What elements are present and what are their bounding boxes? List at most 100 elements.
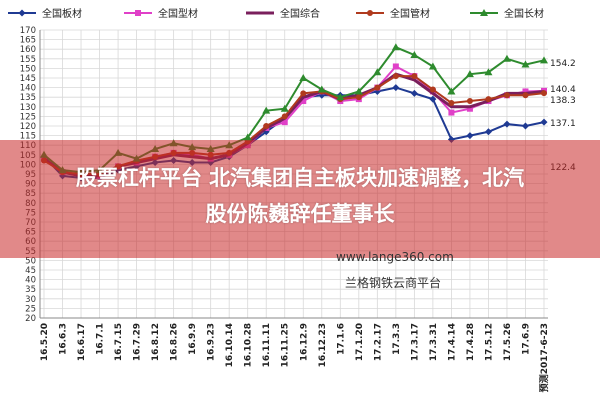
data-point (540, 56, 548, 64)
data-point (392, 63, 399, 70)
data-point (428, 62, 437, 70)
data-point (485, 96, 492, 103)
data-point (466, 98, 473, 105)
y-tick-label: 135 (20, 93, 36, 103)
y-tick-label: 120 (20, 122, 36, 132)
data-point (448, 99, 455, 106)
x-axis: 16.5.20 16.6.3 16.6.17 16.7.1 16.7.15 16.7.29… (40, 317, 550, 392)
data-point (374, 84, 381, 91)
x-tick-label: 16.7.1 (96, 323, 106, 355)
headline-banner (0, 140, 600, 258)
y-tick-label: 165 (20, 36, 36, 46)
y-tick-label: 130 (20, 103, 36, 113)
data-point (373, 68, 382, 76)
y-tick-label: 40 (25, 276, 36, 286)
watermark-name: 兰格钢铁云商平台 (345, 276, 442, 290)
data-point (410, 89, 418, 97)
x-tick-label: 预测2017-6-23 (538, 323, 550, 392)
data-point (484, 128, 492, 136)
y-tick-label: 35 (25, 285, 36, 295)
legend-label: 全国综合 (280, 7, 320, 20)
x-tick-label: 17.6.9 (521, 323, 531, 355)
x-tick-label: 16.9.23 (207, 323, 217, 361)
data-point (354, 87, 363, 95)
x-tick-label: 16.8.26 (170, 323, 180, 361)
y-tick-label: 115 (20, 132, 36, 142)
legend-label: 全国型材 (158, 7, 198, 20)
data-point (263, 123, 270, 129)
legend-item-2: 全国型材 (124, 7, 198, 20)
data-point (429, 95, 437, 103)
chart-legend: 全国板材 全国型材 全国综合 全国管材 全国长材 (8, 7, 544, 20)
data-point (300, 90, 307, 97)
legend-item-3: 全国综合 (246, 7, 320, 20)
watermark-url: www.lange360.com (336, 250, 454, 264)
y-tick-label: 145 (20, 74, 36, 84)
data-point (503, 92, 510, 99)
x-tick-label: 16.10.14 (225, 323, 235, 367)
data-point (299, 74, 308, 81)
data-point (484, 68, 493, 76)
data-point (540, 118, 548, 126)
x-tick-label: 17.5.26 (503, 323, 513, 361)
legend-label: 全国长材 (504, 7, 544, 20)
y-tick-label: 50 (25, 256, 36, 266)
x-tick-label: 16.7.15 (114, 323, 124, 361)
data-point (521, 122, 529, 130)
x-tick-label: 16.8.12 (151, 323, 161, 361)
x-tick-label: 16.7.29 (133, 323, 143, 361)
data-point (281, 119, 288, 126)
legend-item-1: 全国板材 (8, 7, 82, 20)
y-tick-label: 25 (25, 304, 36, 314)
x-tick-label: 16.12.9 (299, 323, 309, 361)
data-point (135, 10, 141, 16)
data-point (522, 88, 529, 95)
data-point (317, 85, 326, 93)
data-point (336, 93, 345, 101)
data-point (300, 98, 307, 105)
data-point (522, 92, 529, 99)
end-label: 138.3 (550, 96, 576, 106)
data-point (281, 113, 288, 120)
data-point (280, 104, 289, 112)
x-tick-label: 17.1.20 (355, 323, 365, 361)
end-label: 154.2 (550, 59, 576, 69)
y-tick-label: 170 (20, 26, 36, 36)
y-tick-label: 155 (20, 55, 36, 65)
x-tick-label: 16.9.9 (188, 323, 198, 355)
data-point (502, 54, 511, 62)
legend-label: 全国板材 (42, 7, 82, 20)
data-point (541, 90, 547, 97)
data-point (466, 105, 473, 112)
legend-item-5: 全国长材 (470, 7, 544, 20)
headline-line-2: 股份陈巍辞任董事长 (205, 202, 395, 226)
data-point (480, 9, 488, 16)
data-point (521, 60, 530, 68)
data-point (410, 50, 419, 58)
y-tick-label: 125 (20, 112, 36, 122)
data-point (392, 73, 399, 80)
x-tick-label: 16.12.23 (318, 323, 328, 367)
data-point (367, 10, 373, 16)
legend-label: 全国管材 (390, 7, 430, 20)
data-point (466, 132, 474, 140)
y-tick-label: 140 (20, 84, 36, 94)
x-tick-label: 16.11.11 (262, 323, 272, 367)
data-point (465, 70, 474, 78)
y-tick-label: 150 (20, 64, 36, 74)
legend-item-4: 全国管材 (356, 7, 430, 20)
data-point (411, 73, 418, 80)
end-label: 140.4 (550, 85, 576, 95)
data-point (355, 94, 362, 101)
x-tick-label: 16.6.17 (77, 323, 87, 361)
x-tick-label: 16.5.20 (40, 323, 50, 361)
headline-line-1: 股票杠杆平台 北汽集团自主板块加速调整，北汽 (75, 166, 525, 190)
data-point (243, 133, 252, 141)
x-tick-label: 16.6.3 (59, 323, 69, 355)
y-tick-label: 160 (20, 45, 36, 55)
end-label: 137.1 (550, 119, 576, 129)
data-point (447, 87, 456, 95)
data-point (503, 120, 511, 128)
x-tick-label: 17.4.28 (466, 323, 476, 361)
y-tick-label: 20 (25, 314, 36, 324)
